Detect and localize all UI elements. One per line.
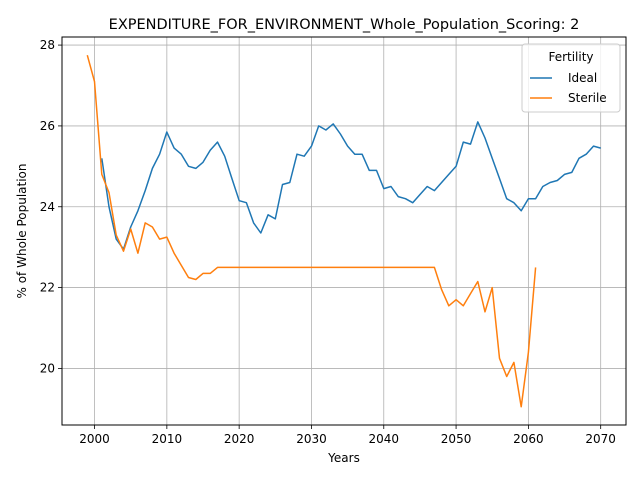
x-tick-label: 2000 xyxy=(79,432,110,446)
x-tick-label: 2070 xyxy=(585,432,616,446)
y-tick-label: 20 xyxy=(40,361,55,375)
legend-box xyxy=(521,43,621,113)
axis-ticks: 2000 2010 2020 2030 2040 2050 2060 2070 20 22 24 26… xyxy=(40,38,616,446)
chart-title: EXPENDITURE_FOR_ENVIRONMENT_Whole_Popula… xyxy=(109,17,580,33)
y-tick-label: 22 xyxy=(40,281,55,295)
plot-area-frame xyxy=(61,36,627,426)
series-line-ideal xyxy=(101,121,601,250)
x-tick-label: 2020 xyxy=(224,432,255,446)
x-tick-label: 2060 xyxy=(513,432,544,446)
y-tick-label: 26 xyxy=(40,119,55,133)
legend-entries: Ideal Sterile xyxy=(530,71,607,105)
legend-label-sterile: Sterile xyxy=(568,91,607,105)
x-tick-label: 2030 xyxy=(296,432,327,446)
y-tick-label: 24 xyxy=(40,200,55,214)
x-tick-label: 2040 xyxy=(368,432,399,446)
y-tick-label: 28 xyxy=(40,38,55,52)
x-axis-label: Years xyxy=(327,451,360,465)
y-axis-label: % of Whole Population xyxy=(15,164,29,299)
series-lines xyxy=(86,55,601,408)
x-tick-label: 2050 xyxy=(441,432,472,446)
x-tick-label: 2010 xyxy=(152,432,183,446)
legend: Fertility Ideal Sterile xyxy=(521,43,621,113)
legend-label-ideal: Ideal xyxy=(568,71,597,85)
legend-title: Fertility xyxy=(548,50,593,64)
series-line-sterile xyxy=(86,55,537,408)
